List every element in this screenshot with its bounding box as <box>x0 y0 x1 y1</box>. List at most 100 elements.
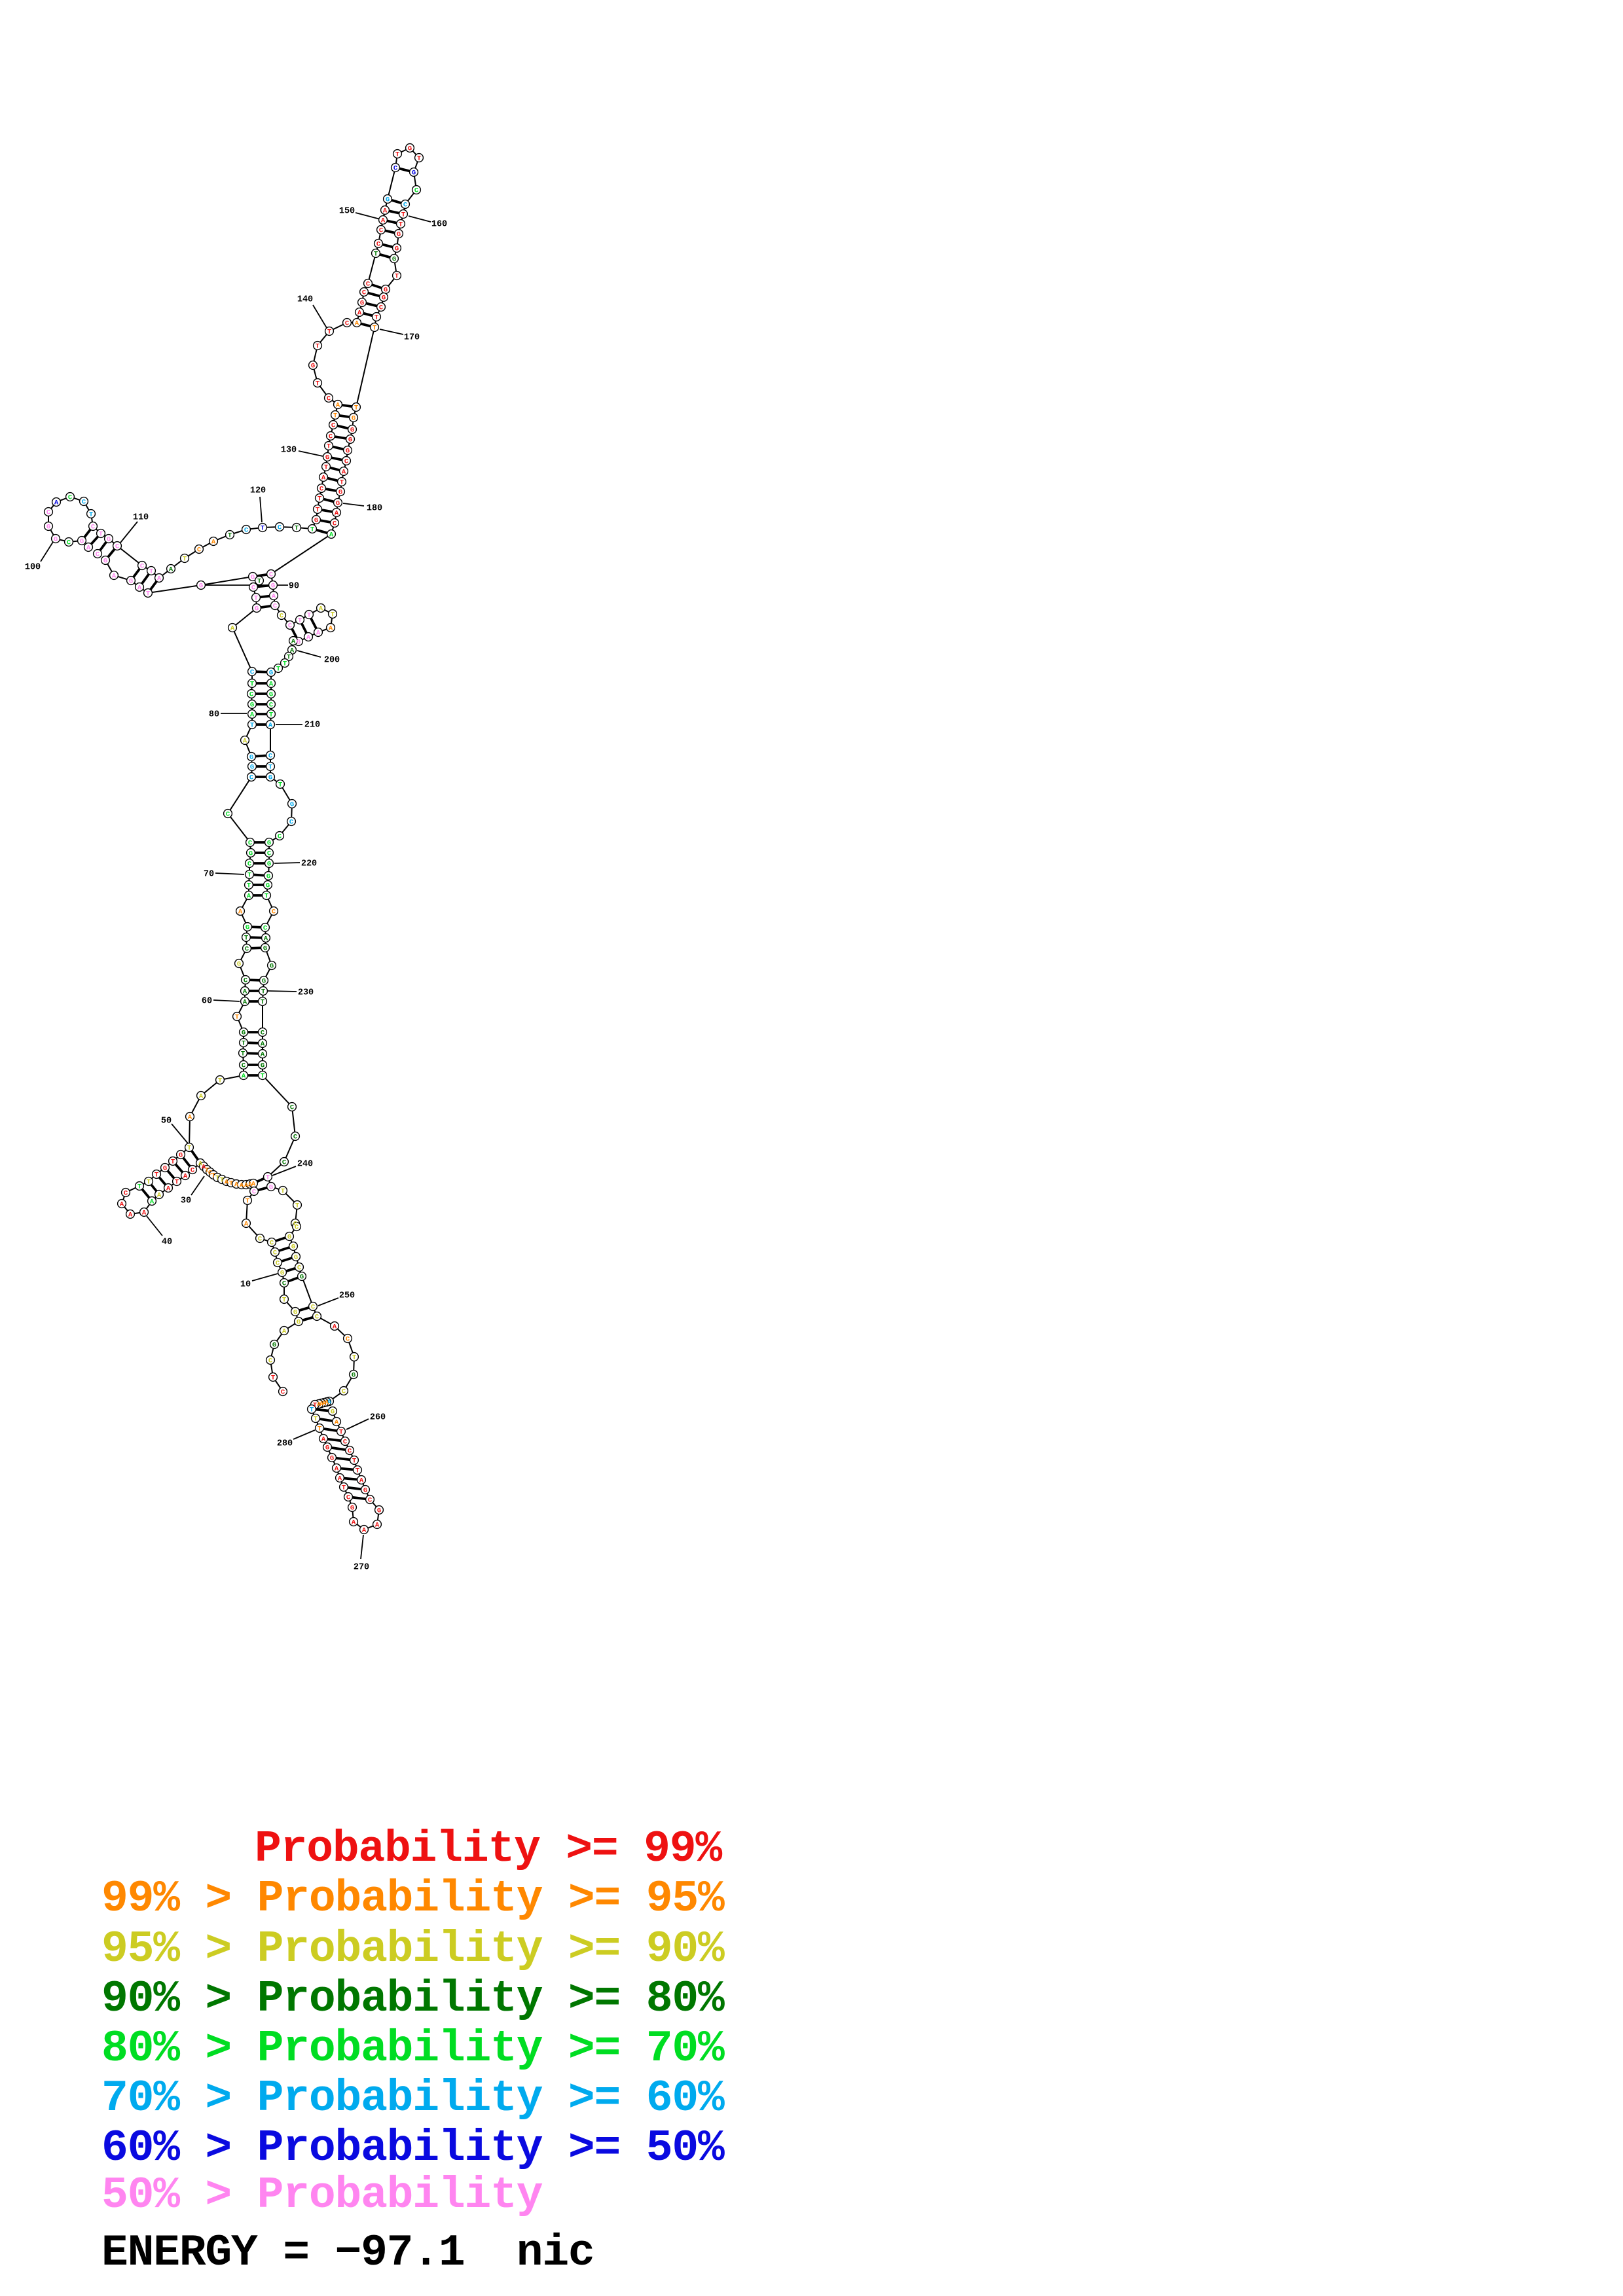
svg-text:A: A <box>342 469 346 476</box>
svg-text:250: 250 <box>339 1291 355 1301</box>
svg-text:A: A <box>329 625 333 633</box>
svg-text:A: A <box>319 605 323 613</box>
svg-text:T: T <box>147 1179 151 1187</box>
svg-text:A: A <box>336 402 340 410</box>
svg-text:A: A <box>327 1399 332 1407</box>
svg-text:C: C <box>293 1221 298 1229</box>
svg-text:A: A <box>169 566 173 574</box>
svg-text:A: A <box>157 1192 162 1200</box>
svg-text:A: A <box>290 647 295 655</box>
svg-text:Probability >= 99%: Probability >= 99% <box>255 1824 722 1874</box>
svg-text:T: T <box>340 479 344 487</box>
svg-text:C: C <box>376 241 381 249</box>
svg-text:A: A <box>247 893 251 901</box>
svg-text:G: G <box>350 427 354 435</box>
svg-text:220: 220 <box>301 859 317 869</box>
svg-text:C: C <box>268 1357 273 1365</box>
svg-text:T: T <box>220 1177 224 1185</box>
svg-text:40: 40 <box>162 1238 172 1247</box>
svg-text:G: G <box>242 1030 246 1037</box>
svg-text:C: C <box>379 304 384 312</box>
svg-text:A: A <box>335 1465 339 1473</box>
svg-text:C: C <box>276 1260 280 1268</box>
svg-text:T: T <box>310 1407 314 1414</box>
svg-text:G: G <box>268 774 272 782</box>
svg-text:G: G <box>267 840 271 848</box>
svg-text:C: C <box>91 524 96 531</box>
svg-text:G: G <box>325 1444 329 1452</box>
svg-text:T: T <box>246 1198 249 1206</box>
svg-text:T: T <box>307 612 311 620</box>
svg-text:G: G <box>249 754 253 762</box>
svg-text:G: G <box>250 764 254 772</box>
svg-text:T: T <box>247 872 251 880</box>
svg-text:G: G <box>331 1408 335 1416</box>
svg-text:C: C <box>269 702 274 709</box>
svg-text:C: C <box>278 833 282 841</box>
svg-text:G: G <box>346 448 350 456</box>
svg-text:ENERGY = −97.1 nic: ENERGY = −97.1 nic <box>101 2228 594 2278</box>
svg-text:C: C <box>346 1494 351 1502</box>
svg-text:T: T <box>356 1467 359 1475</box>
svg-text:170: 170 <box>404 333 420 343</box>
svg-text:C: C <box>197 547 202 554</box>
svg-text:A: A <box>137 584 142 592</box>
svg-text:G: G <box>350 1505 354 1513</box>
svg-text:T: T <box>373 325 376 332</box>
svg-text:G: G <box>103 558 107 565</box>
svg-text:A: A <box>375 1522 380 1530</box>
svg-text:T: T <box>211 1172 215 1180</box>
svg-text:A: A <box>244 1182 249 1190</box>
svg-text:C: C <box>249 774 254 782</box>
svg-text:95% > Probability >= 90%: 95% > Probability >= 90% <box>101 1924 725 1975</box>
svg-text:T: T <box>401 211 405 219</box>
svg-text:G: G <box>297 1319 301 1327</box>
svg-text:G: G <box>386 196 390 204</box>
svg-text:150: 150 <box>339 207 355 217</box>
svg-text:C: C <box>249 691 254 699</box>
svg-text:A: A <box>335 1419 339 1427</box>
svg-text:110: 110 <box>133 513 149 523</box>
svg-text:A: A <box>251 1181 256 1189</box>
svg-text:A: A <box>333 1323 337 1331</box>
svg-text:C: C <box>297 1265 302 1272</box>
svg-text:G: G <box>336 500 340 508</box>
svg-text:G: G <box>263 945 267 953</box>
svg-text:T: T <box>295 1202 299 1210</box>
svg-text:120: 120 <box>250 486 266 496</box>
svg-text:T: T <box>318 495 321 503</box>
svg-text:C: C <box>258 1236 263 1244</box>
svg-text:T: T <box>229 1180 233 1188</box>
svg-text:A: A <box>243 738 247 745</box>
svg-text:C: C <box>273 1249 278 1257</box>
svg-text:C: C <box>282 1280 287 1288</box>
svg-text:80: 80 <box>209 710 219 720</box>
svg-text:C: C <box>311 1304 316 1312</box>
svg-text:A: A <box>199 1093 204 1101</box>
svg-text:C: C <box>244 977 248 985</box>
svg-text:G: G <box>408 145 412 153</box>
svg-text:A: A <box>335 510 339 518</box>
svg-text:C: C <box>362 289 367 297</box>
svg-text:C: C <box>366 281 371 289</box>
svg-text:G: G <box>395 245 399 253</box>
svg-text:90% > Probability >= 80%: 90% > Probability >= 80% <box>101 1974 725 2024</box>
svg-text:G: G <box>290 801 294 809</box>
svg-text:A: A <box>248 1181 253 1189</box>
svg-text:G: G <box>269 670 273 677</box>
svg-text:G: G <box>348 437 352 444</box>
svg-text:C: C <box>348 1448 352 1456</box>
svg-text:C: C <box>269 571 274 579</box>
svg-text:A: A <box>316 630 321 637</box>
svg-text:T: T <box>352 1458 356 1465</box>
svg-text:T: T <box>250 681 254 689</box>
svg-text:C: C <box>315 1314 319 1321</box>
svg-text:G: G <box>163 1165 167 1173</box>
svg-text:C: C <box>333 520 337 528</box>
svg-text:G: G <box>325 454 329 462</box>
svg-text:C: C <box>96 551 100 559</box>
svg-text:T: T <box>215 1175 219 1183</box>
svg-text:A: A <box>230 625 235 633</box>
svg-text:A: A <box>329 531 334 539</box>
svg-text:A: A <box>142 1210 147 1217</box>
